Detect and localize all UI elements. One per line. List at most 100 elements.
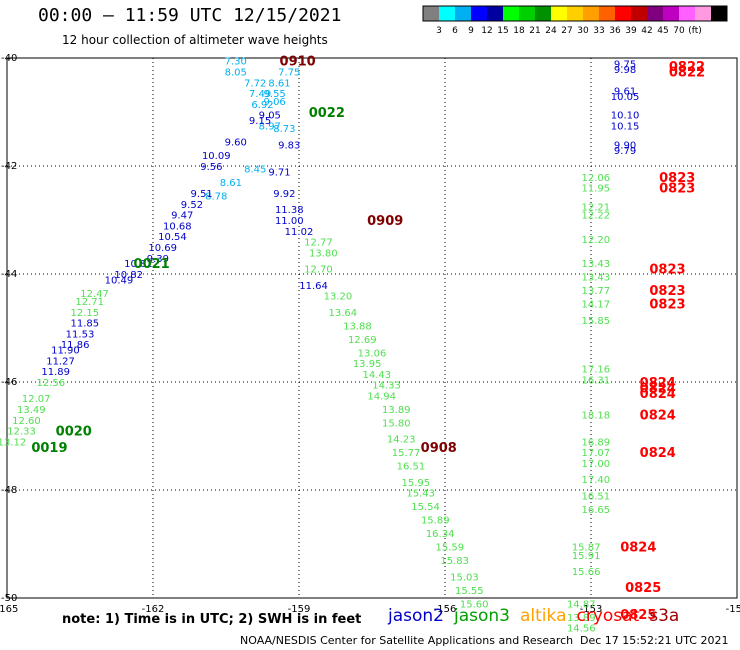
pass-time-label: 0825: [625, 581, 661, 596]
y-tick-label: -48: [1, 485, 17, 496]
wave-height-value: 9.61: [614, 86, 636, 97]
color-swatch: [503, 6, 519, 21]
color-swatch: [471, 6, 487, 21]
wave-height-value: 11.27: [46, 356, 75, 367]
wave-height-value: 9.98: [614, 65, 636, 76]
color-scale-bar: 3 6 9 12 15 18 21 24 27 30 33 36 39 42 45 70 (ft): [422, 5, 728, 35]
wave-height-value: 14.43: [363, 370, 392, 381]
wave-height-value: 18.18: [582, 410, 611, 421]
y-tick-label: -42: [1, 161, 17, 172]
wave-height-value: 7.72: [244, 78, 266, 89]
wave-height-value: 14.17: [582, 300, 611, 311]
x-tick-label: -162: [142, 604, 165, 615]
color-swatch: [487, 6, 503, 21]
legend-entry-jason3: jason3: [454, 606, 510, 626]
pass-time-label: 0823: [659, 182, 695, 197]
color-swatch: [647, 6, 663, 21]
color-scale-label: 42: [641, 26, 652, 35]
wave-height-value: 15.87: [572, 543, 601, 554]
wave-height-value: 14.33: [372, 381, 401, 392]
wave-height-value: 15.91: [572, 551, 601, 562]
wave-height-value: 13.49: [17, 405, 46, 416]
wave-height-value: 15.55: [455, 586, 484, 597]
wave-height-value: 13.43: [582, 259, 611, 270]
credit-line: NOAA/NESDIS Center for Satellite Applica…: [240, 634, 574, 647]
generation-timestamp: Dec 17 15:52:21 UTC 2021: [580, 634, 729, 647]
color-swatch: [455, 6, 471, 21]
legend-entry-jason2: jason2: [388, 606, 444, 626]
wave-height-value: 12.20: [582, 235, 611, 246]
x-tick-label: -165: [0, 604, 18, 615]
wave-height-value: 9.52: [181, 200, 203, 211]
wave-height-value: 12.21: [582, 203, 611, 214]
color-swatch: [567, 6, 583, 21]
color-scale-label: 15: [497, 26, 508, 35]
color-swatch: [599, 6, 615, 21]
pass-time-label: 0823: [659, 171, 695, 186]
wave-height-value: 10.05: [611, 92, 640, 103]
color-scale-label: 70: [673, 26, 685, 35]
pass-time-label: 0908: [421, 441, 457, 456]
wave-height-value: 15.54: [411, 502, 440, 513]
wave-height-value: 10.10: [611, 111, 640, 122]
wave-height-value: 13.20: [324, 292, 353, 303]
wave-height-value: 6.92: [251, 100, 273, 111]
wave-height-value: 16.51: [397, 462, 426, 473]
wave-height-value: 16.34: [426, 529, 455, 540]
wave-height-value: 12.70: [304, 265, 333, 276]
x-tick-label: -150: [726, 604, 740, 615]
wave-height-value: 13.77: [582, 286, 611, 297]
pass-time-label: 0823: [649, 263, 685, 278]
color-swatch: [535, 6, 551, 21]
wave-height-value: 14.56: [567, 624, 596, 635]
wave-height-value: 11.53: [66, 329, 95, 340]
wave-height-value: 10.69: [148, 243, 177, 254]
wave-height-value: 12.15: [71, 308, 100, 319]
wave-height-value: 14.23: [387, 435, 416, 446]
pass-time-label: 0823: [649, 298, 685, 313]
wave-height-value: 17.07: [582, 448, 611, 459]
wave-height-value: 15.83: [440, 556, 469, 567]
color-swatch: [439, 6, 455, 21]
color-scale-label: 24: [545, 26, 557, 35]
wave-height-value: 13.88: [343, 321, 372, 332]
wave-height-value: 13.06: [358, 348, 387, 359]
wave-height-value: 13.95: [353, 359, 382, 370]
color-swatch: [423, 6, 439, 21]
wave-height-value: 12.06: [582, 173, 611, 184]
pass-time-label: 0822: [669, 60, 705, 75]
wave-height-value: 10.15: [611, 122, 640, 133]
y-tick-label: -40: [1, 53, 17, 64]
map-frame: [6, 57, 738, 599]
wave-height-value: 12.33: [7, 427, 36, 438]
wave-height-value: 14.87: [567, 599, 596, 610]
wave-height-value: 9.15: [249, 116, 271, 127]
color-scale-label: 9: [468, 26, 474, 35]
wave-height-value: 8.73: [273, 124, 295, 135]
wave-height-value: 16.31: [582, 375, 611, 386]
pass-time-label: 0022: [309, 106, 345, 121]
wave-height-value: 13.64: [328, 308, 357, 319]
pass-time-label: 0824: [640, 387, 676, 402]
wave-height-value: 11.38: [275, 205, 304, 216]
color-swatch: [695, 6, 711, 21]
wave-height-value: 15.60: [460, 599, 489, 610]
wave-height-value: 9.71: [268, 167, 290, 178]
wave-height-value: 9.06: [264, 97, 286, 108]
color-swatch: [663, 6, 679, 21]
wave-height-value: 11.02: [285, 227, 314, 238]
wave-height-value: 17.16: [582, 365, 611, 376]
wave-height-value: 12.60: [12, 416, 41, 427]
pass-time-label: 0910: [280, 55, 316, 70]
x-tick-label: -156: [434, 604, 457, 615]
legend-entry-altika: altika: [520, 606, 567, 626]
pass-time-label: 0824: [640, 446, 676, 461]
color-swatch: [583, 6, 599, 21]
x-tick-label: -159: [288, 604, 311, 615]
pass-time-label: 0824: [640, 376, 676, 391]
page-title: 00:00 – 11:59 UTC 12/15/2021: [38, 5, 342, 26]
wave-height-value: 10.49: [105, 275, 134, 286]
wave-height-value: 14.94: [367, 392, 396, 403]
